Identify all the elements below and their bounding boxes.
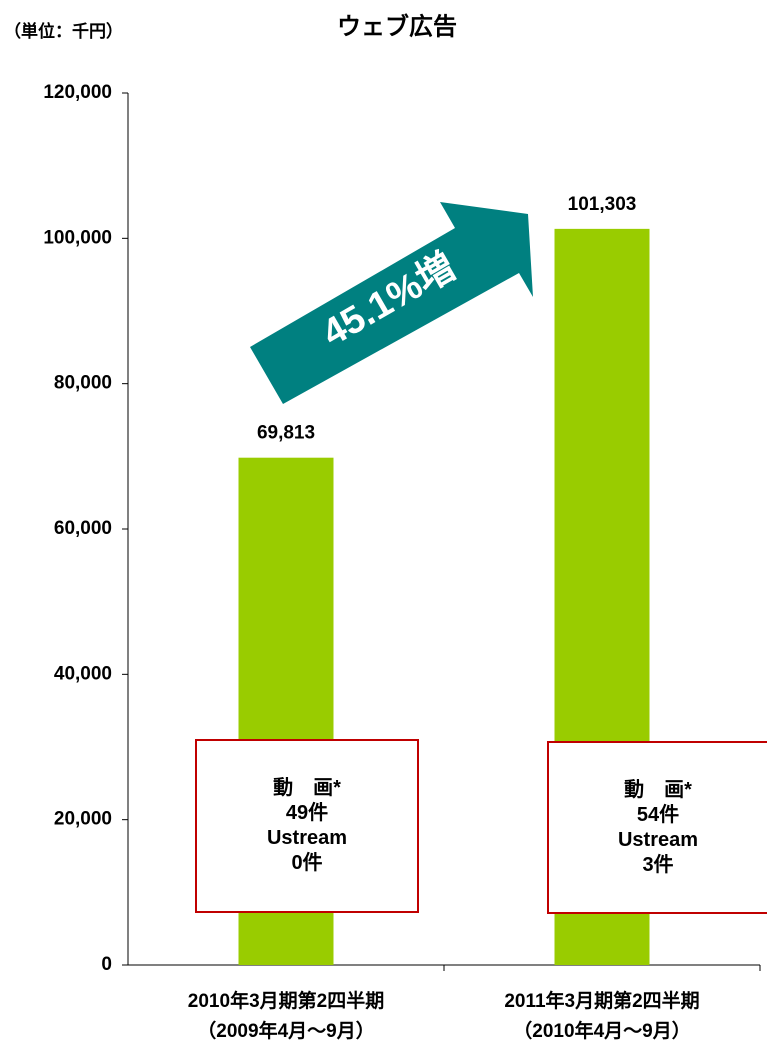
y-tick-label: 80,000 <box>54 373 112 394</box>
y-tick-label: 120,000 <box>43 82 112 103</box>
note-box: 動 画* 49件 Ustream 0件 <box>195 739 419 913</box>
y-tick-label: 0 <box>101 954 112 975</box>
y-tick-label: 20,000 <box>54 809 112 830</box>
note-line: 0件 <box>291 852 323 874</box>
note-line: 49件 <box>285 802 329 824</box>
y-tick-label: 60,000 <box>54 518 112 539</box>
note-line: 動 画* <box>273 777 341 799</box>
note-line: Ustream <box>617 828 699 851</box>
note-line: Ustream <box>266 827 348 849</box>
note-line: 動 画* <box>624 778 692 801</box>
value-label: 69,813 <box>257 423 315 444</box>
note-box: 動 画* 54件 Ustream 3件 <box>547 741 767 914</box>
x-tick-label: 2011年3月期第2四半期 （2010年4月～9月） <box>504 991 700 1042</box>
growth-arrow <box>250 202 533 404</box>
x-tick-label: 2010年3月期第2四半期 （2009年4月～9月） <box>187 991 385 1042</box>
y-tick-label: 100,000 <box>43 227 112 248</box>
note-line: 54件 <box>636 803 680 826</box>
unit-label: （単位：千円） <box>4 22 123 41</box>
value-label: 101,303 <box>568 194 637 215</box>
y-tick-label: 40,000 <box>54 663 112 684</box>
note-line: 3件 <box>642 853 674 876</box>
chart-title: ウェブ広告 <box>337 12 457 40</box>
